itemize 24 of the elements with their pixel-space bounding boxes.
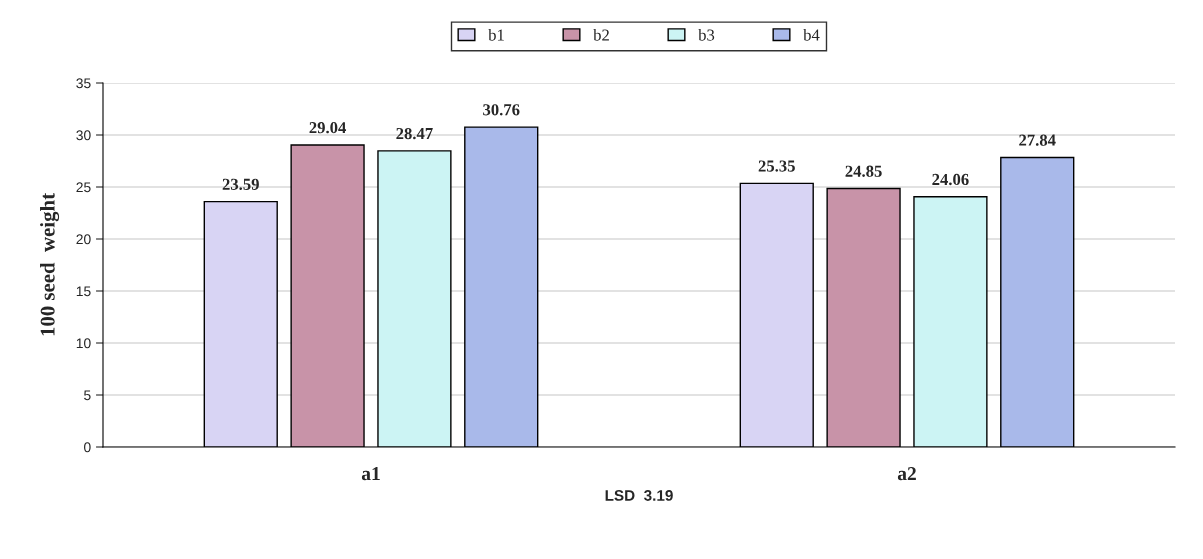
data-label: 24.06 xyxy=(932,173,969,186)
y-axis-title: 100 seed weight xyxy=(40,193,60,336)
y-tick-label: 15 xyxy=(76,286,91,297)
data-label: 24.85 xyxy=(845,165,882,177)
y-tick-label: 10 xyxy=(76,338,91,349)
y-tick-label: 20 xyxy=(76,234,91,245)
y-tick-label: 0 xyxy=(84,442,91,453)
data-label: 25.35 xyxy=(758,160,795,172)
y-tick-label: 35 xyxy=(76,78,91,89)
data-label: 23.59 xyxy=(222,178,259,191)
y-tick-label: 5 xyxy=(84,390,91,401)
legend-label: b1 xyxy=(488,28,504,41)
data-label: 27.84 xyxy=(1019,134,1056,146)
x-tick-label: a2 xyxy=(897,467,916,481)
data-label: 29.04 xyxy=(309,122,347,134)
data-label: 30.76 xyxy=(483,104,520,116)
x-axis-title: LSD 3.19 xyxy=(605,490,673,501)
legend-label: b4 xyxy=(803,28,820,41)
y-tick-label: 25 xyxy=(76,182,91,193)
x-tick-label: a1 xyxy=(361,467,380,481)
legend-label: b2 xyxy=(593,28,609,41)
y-tick-label: 30 xyxy=(76,130,91,141)
data-label: 28.47 xyxy=(396,127,433,140)
legend-label: b3 xyxy=(698,28,715,41)
